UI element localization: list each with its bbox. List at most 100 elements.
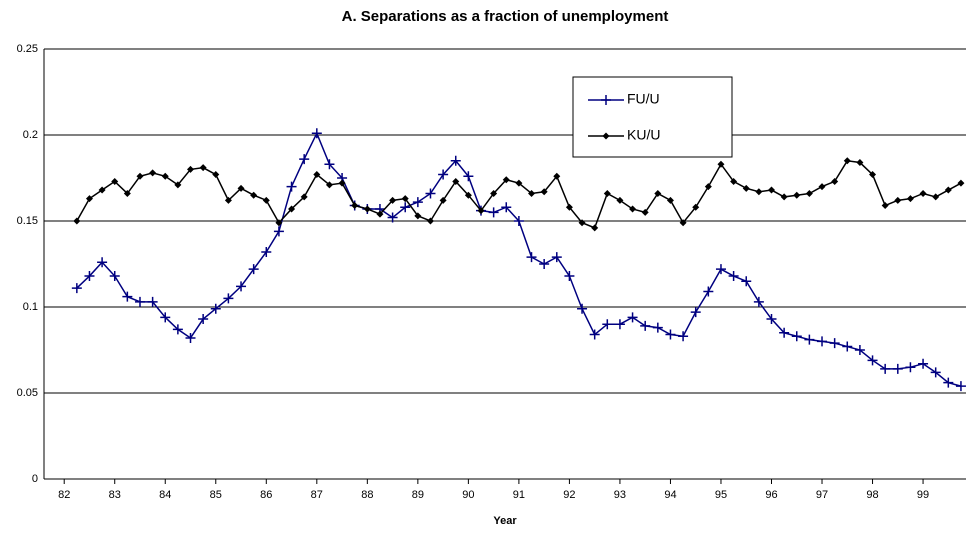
marker	[905, 362, 916, 373]
legend-marker	[602, 132, 610, 140]
marker	[578, 219, 586, 227]
y-tick-label: 0.05	[17, 387, 38, 399]
legend-label: FU/U	[627, 91, 660, 107]
marker	[97, 257, 108, 268]
marker	[401, 195, 409, 203]
marker	[755, 188, 763, 196]
legend: FU/U KU/U	[572, 76, 733, 158]
marker	[389, 196, 397, 204]
marker	[791, 331, 802, 342]
marker	[728, 271, 739, 282]
marker	[614, 319, 625, 330]
marker	[515, 179, 523, 187]
marker	[842, 341, 853, 352]
marker	[591, 224, 599, 232]
marker	[577, 303, 588, 314]
marker	[412, 197, 423, 208]
marker	[300, 193, 308, 201]
marker	[528, 189, 536, 197]
marker	[84, 271, 95, 282]
marker	[351, 202, 359, 210]
marker	[275, 219, 283, 227]
marker	[248, 264, 259, 275]
marker	[438, 169, 449, 180]
x-tick-label: 82	[58, 489, 70, 501]
marker	[172, 324, 183, 335]
marker	[704, 183, 712, 191]
marker	[273, 226, 284, 237]
marker	[856, 159, 864, 167]
marker	[71, 283, 82, 294]
marker	[944, 186, 952, 194]
marker	[477, 207, 485, 215]
marker	[665, 329, 676, 340]
marker	[690, 307, 701, 318]
marker	[553, 172, 561, 180]
x-tick-label: 92	[563, 489, 575, 501]
marker	[313, 171, 321, 179]
marker	[602, 319, 613, 330]
marker	[892, 363, 903, 374]
marker	[616, 196, 624, 204]
marker	[818, 183, 826, 191]
marker	[654, 189, 662, 197]
marker	[829, 338, 840, 349]
marker	[464, 191, 472, 199]
marker	[957, 179, 965, 187]
marker	[299, 154, 310, 165]
marker	[627, 312, 638, 323]
marker	[324, 159, 335, 170]
marker	[641, 208, 649, 216]
marker	[867, 355, 878, 366]
marker	[793, 191, 801, 199]
marker	[187, 165, 195, 173]
marker	[425, 188, 436, 199]
marker	[652, 322, 663, 333]
marker	[376, 210, 384, 218]
marker	[111, 177, 119, 185]
marker	[400, 202, 411, 213]
marker	[199, 164, 207, 172]
x-tick-label: 85	[210, 489, 222, 501]
marker	[363, 205, 371, 213]
marker	[551, 252, 562, 263]
marker	[224, 196, 232, 204]
marker	[955, 381, 966, 392]
marker	[779, 327, 790, 338]
x-tick-label: 83	[109, 489, 121, 501]
x-tick-label: 96	[765, 489, 777, 501]
marker	[463, 171, 474, 182]
marker	[932, 193, 940, 201]
marker	[387, 212, 398, 223]
marker	[817, 336, 828, 347]
marker	[501, 202, 512, 213]
marker	[123, 189, 131, 197]
marker	[237, 184, 245, 192]
marker	[869, 171, 877, 179]
marker	[918, 358, 929, 369]
x-tick-label: 89	[412, 489, 424, 501]
marker	[767, 186, 775, 194]
marker	[223, 293, 234, 304]
marker	[640, 320, 651, 331]
legend-box	[572, 76, 733, 158]
x-tick-label: 94	[664, 489, 676, 501]
marker	[147, 296, 158, 307]
x-tick-label: 91	[513, 489, 525, 501]
marker	[490, 189, 498, 197]
marker	[780, 193, 788, 201]
marker	[540, 188, 548, 196]
legend-label: KU/U	[627, 127, 660, 143]
marker	[160, 312, 171, 323]
marker	[109, 271, 120, 282]
marker	[894, 196, 902, 204]
marker	[565, 203, 573, 211]
y-tick-label: 0.25	[17, 43, 38, 55]
marker	[338, 179, 346, 187]
marker	[134, 296, 145, 307]
marker	[250, 191, 258, 199]
x-tick-label: 97	[816, 489, 828, 501]
marker	[502, 176, 510, 184]
marker	[288, 205, 296, 213]
